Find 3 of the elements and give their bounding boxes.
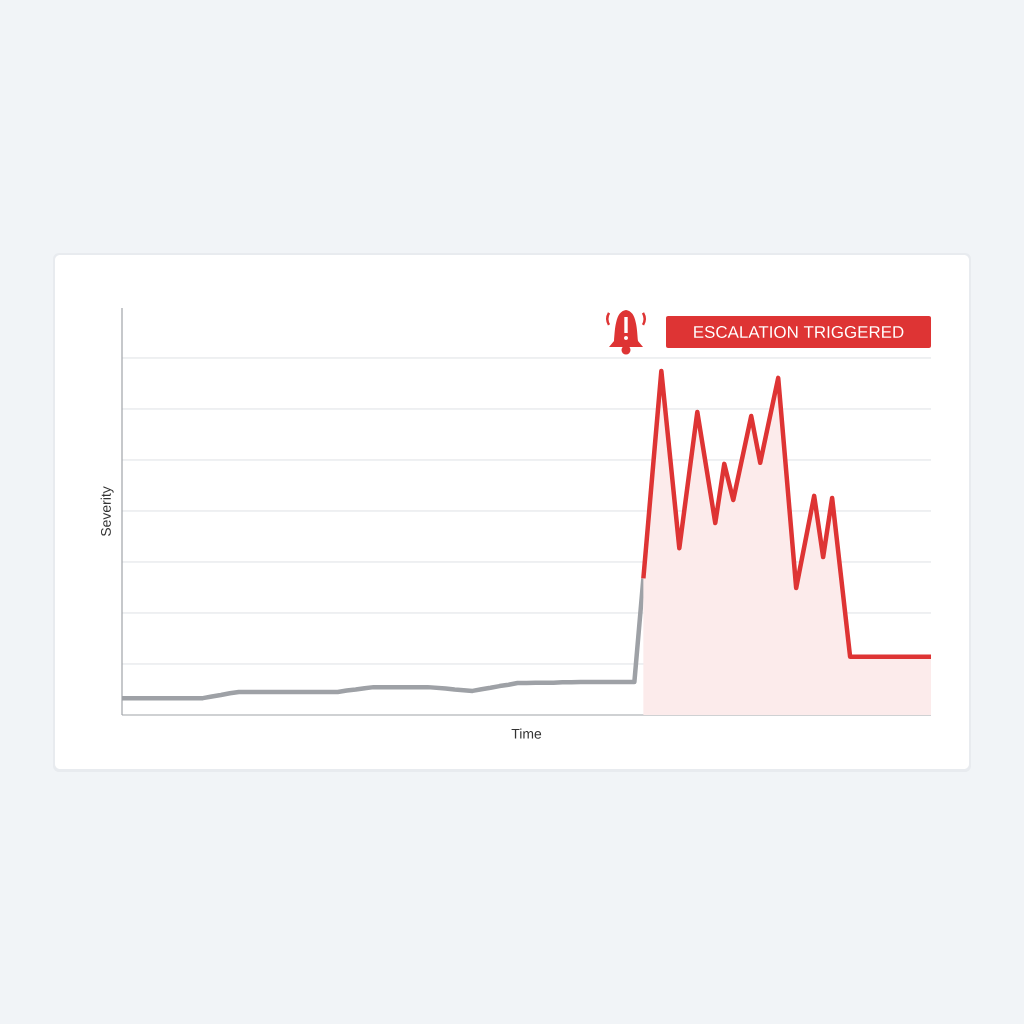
y-axis-title: Severity [100, 486, 114, 537]
x-axis-title: Time [511, 728, 542, 739]
text: ESCALATION TRIGGERED [694, 325, 904, 338]
